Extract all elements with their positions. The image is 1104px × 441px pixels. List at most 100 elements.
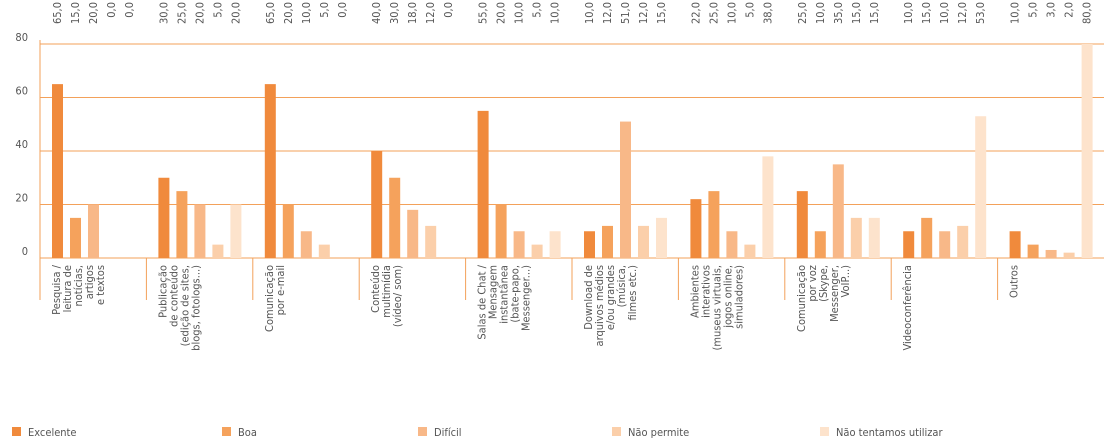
x-tick-label: (música, [615, 265, 628, 307]
value-label: 15,0 [850, 2, 863, 24]
bar [868, 217, 880, 258]
value-label: 10,0 [300, 2, 313, 24]
value-label: 10,0 [902, 2, 915, 24]
bar [282, 204, 294, 258]
y-tick-label: 0 [22, 245, 28, 258]
x-tick-label: e/ou grandes [604, 265, 617, 330]
x-tick-label: Comunicação [263, 265, 276, 332]
x-tick-label: Pesquisa / [50, 264, 63, 314]
x-tick-label: interativos [699, 265, 712, 318]
x-tick-label: (edição de sites, [178, 265, 191, 346]
value-label: 25,0 [796, 2, 809, 24]
value-label: 35,0 [832, 2, 845, 24]
legend-label: Não permite [628, 426, 689, 439]
bar [495, 204, 507, 258]
bar [1009, 231, 1021, 258]
x-tick-label: Comunicação [795, 265, 808, 332]
value-label: 65,0 [51, 2, 64, 24]
y-tick-label: 60 [15, 85, 28, 98]
value-label: 25,0 [175, 2, 188, 24]
value-label: 20,0 [87, 2, 100, 24]
bar [230, 204, 242, 258]
value-label: 20,0 [229, 2, 242, 24]
x-tick-label: Mensagem [487, 265, 500, 319]
value-label: 10,0 [583, 2, 596, 24]
value-label: 15,0 [868, 2, 881, 24]
bar [656, 217, 667, 258]
value-label: 20,0 [282, 2, 295, 24]
x-tick-label: e textos [94, 265, 107, 305]
x-tick-label: Messenger...) [520, 265, 533, 331]
value-label: 10,0 [1009, 2, 1022, 24]
bar [194, 204, 206, 258]
y-tick-label: 20 [15, 192, 28, 205]
x-tick-label: instantânea [498, 265, 511, 324]
legend-label: Excelente [28, 426, 77, 439]
value-label: 20,0 [193, 2, 206, 24]
x-tick-label: (Skype, [817, 265, 830, 302]
x-tick-label: jogos online, [721, 265, 734, 329]
x-tick-label: Ambientes [688, 265, 701, 318]
value-label: 25,0 [707, 2, 720, 24]
value-label: 0,0 [442, 2, 455, 18]
value-label: 5,0 [211, 2, 224, 18]
bar [531, 244, 543, 258]
legend-swatch [820, 427, 829, 436]
x-tick-label: Videoconferência [901, 265, 914, 351]
bar [88, 204, 99, 258]
value-label: 30,0 [157, 2, 170, 24]
legend-swatch [612, 427, 621, 436]
bar [975, 116, 987, 258]
bar [1027, 244, 1039, 258]
bar [371, 151, 383, 258]
value-label: 22,0 [689, 2, 702, 24]
bar [620, 121, 631, 258]
value-label: 12,0 [424, 2, 437, 24]
bar [52, 84, 63, 258]
y-tick-label: 80 [15, 31, 28, 44]
bar [584, 231, 595, 258]
x-tick-label: notícias, [72, 265, 85, 307]
y-tick-label: 40 [15, 138, 28, 151]
value-label: 0,0 [336, 2, 349, 18]
bar [744, 244, 756, 258]
value-label: 10,0 [814, 2, 827, 24]
value-label: 18,0 [406, 2, 419, 24]
bar [212, 244, 224, 258]
bar [939, 231, 951, 258]
value-label: 15,0 [655, 2, 668, 24]
bar [1081, 44, 1093, 258]
bar [850, 217, 862, 258]
x-tick-label: por e-mail [274, 265, 287, 315]
value-label: 10,0 [938, 2, 951, 24]
value-label: 53,0 [974, 2, 987, 24]
bar [708, 191, 720, 258]
x-tick-label: por voz [806, 265, 819, 302]
bar [814, 231, 826, 258]
x-tick-label: Outros [1008, 265, 1021, 298]
value-label: 0,0 [123, 2, 136, 18]
bar [176, 191, 188, 258]
x-tick-label: VoIP...) [839, 265, 852, 298]
bar [903, 231, 915, 258]
legend-swatch [418, 427, 427, 436]
value-label: 12,0 [956, 2, 969, 24]
bar [70, 217, 81, 258]
value-label: 38,0 [761, 2, 774, 24]
value-label: 5,0 [531, 2, 544, 18]
bar [832, 164, 844, 258]
value-label: 15,0 [920, 2, 933, 24]
bar [318, 244, 330, 258]
value-label: 12,0 [601, 2, 614, 24]
value-label: 0,0 [105, 2, 118, 18]
legend-label: Difícil [434, 426, 462, 439]
bar [796, 191, 808, 258]
bar [957, 225, 969, 258]
bar [264, 84, 276, 258]
x-tick-label: arquivos médios [593, 265, 606, 346]
value-label: 15,0 [69, 2, 82, 24]
legend-swatch [222, 427, 231, 436]
x-tick-label: de conteúdo [167, 265, 180, 327]
value-label: 10,0 [725, 2, 738, 24]
